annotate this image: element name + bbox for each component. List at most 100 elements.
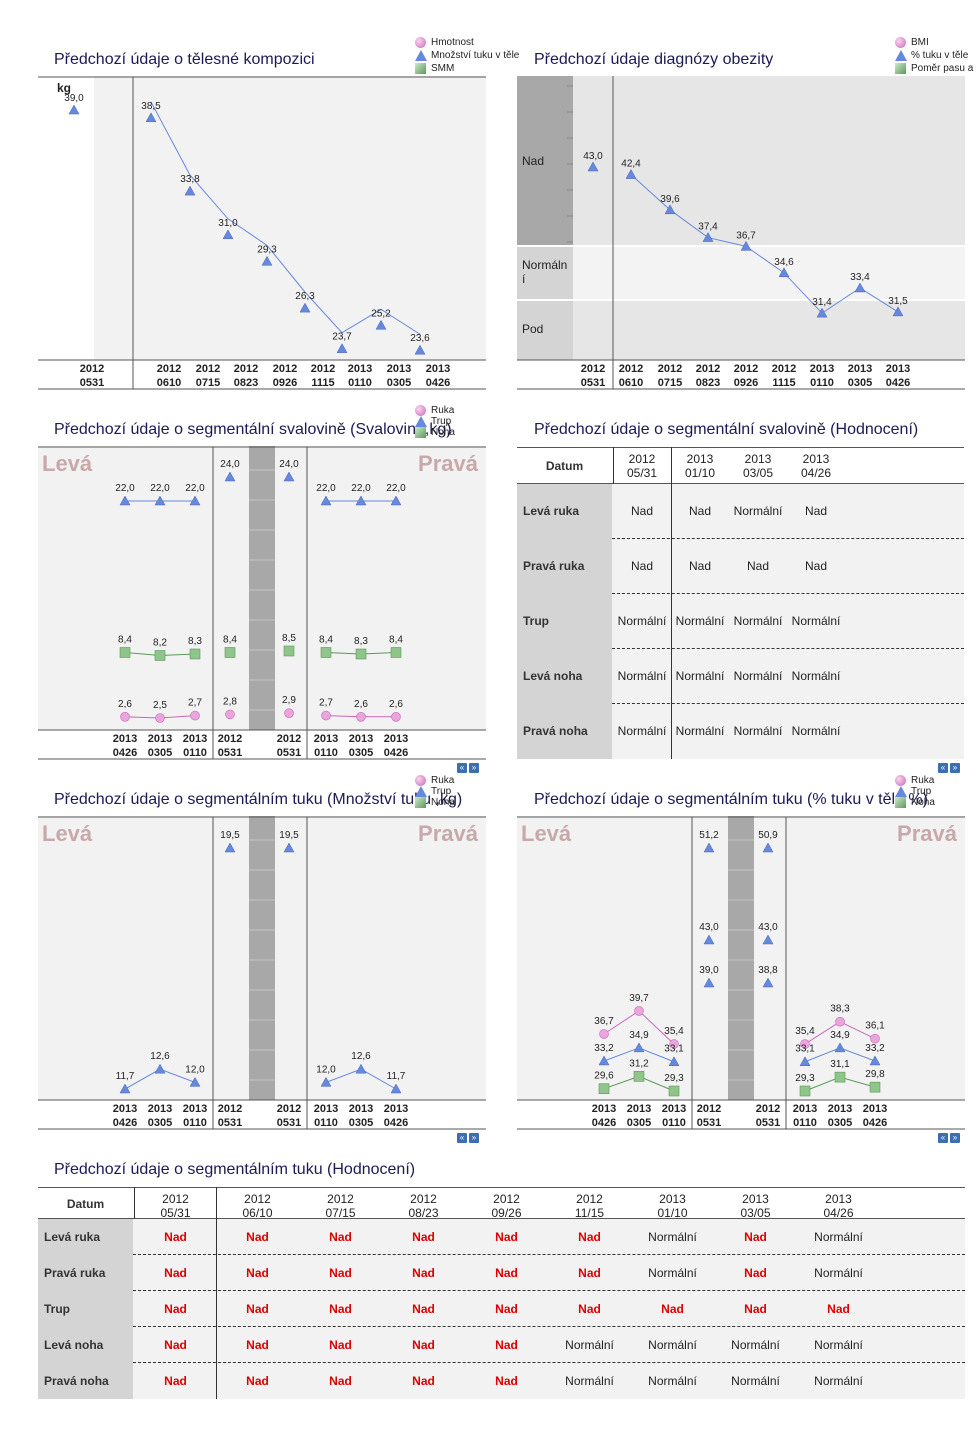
tick-label-date: 0715 [658, 377, 682, 389]
table-date-header: 2012 09/26 [465, 1192, 548, 1220]
table-cell: Nad [329, 1266, 352, 1280]
center-bar [728, 816, 754, 1100]
table-cell: Normální [791, 614, 841, 628]
table-date-day: 11/15 [574, 1206, 605, 1220]
center-bar [249, 816, 275, 1100]
tick-label-date: 0531 [581, 377, 605, 389]
square-icon [415, 797, 426, 808]
data-label: 2,5 [153, 700, 167, 711]
prev-icon[interactable]: « [457, 763, 467, 773]
triangle-marker [854, 282, 866, 293]
data-label: 11,7 [387, 1071, 406, 1082]
table-date-header: 2012 05/31 [134, 1192, 217, 1220]
triangle-marker [224, 842, 236, 853]
tick-label-year: 2013 [314, 733, 338, 745]
table-cell: Normální [731, 1374, 780, 1388]
data-label: 31,0 [218, 218, 238, 229]
tick-label-year: 2013 [384, 733, 408, 745]
data-label: 24,0 [279, 459, 299, 470]
next-icon[interactable]: » [469, 1133, 479, 1143]
triangle-marker [834, 1042, 846, 1053]
data-label: 22,0 [386, 483, 406, 494]
tick-label-year: 2013 [148, 733, 172, 745]
tick-label-date: 0110 [183, 1117, 207, 1129]
circle-marker [120, 711, 130, 722]
triangle-marker [587, 161, 599, 172]
center-bar [249, 446, 275, 730]
table-cell: Nad [246, 1230, 269, 1244]
table-cell: Nad [744, 1266, 767, 1280]
table-row-label: Pravá noha [38, 1363, 133, 1399]
table-cell: Nad [495, 1266, 518, 1280]
triangle-marker [154, 495, 166, 506]
data-label: 23,7 [332, 332, 352, 343]
table-cell: Normální [565, 1338, 614, 1352]
tick-label-year: 2013 [886, 363, 910, 375]
triangle-marker [390, 495, 402, 506]
side-label-right: Pravá [897, 821, 958, 846]
tick-label-year: 2013 [662, 1103, 686, 1115]
side-label-right: Pravá [418, 451, 479, 476]
tick-label-year: 2012 [756, 1103, 780, 1115]
table-cell: Nad [412, 1302, 435, 1316]
data-label: 33,4 [850, 272, 870, 283]
table-cell: Normální [791, 724, 841, 738]
table-date-header: 2012 05/31 [613, 452, 671, 480]
tick-label-date: 0110 [662, 1117, 686, 1129]
tick-label-date: 0305 [848, 377, 872, 389]
tick-label-year: 2013 [848, 363, 872, 375]
triangle-marker [261, 255, 273, 266]
table-row [612, 704, 964, 759]
table-cell: Normální [814, 1266, 863, 1280]
next-icon[interactable]: » [950, 1133, 960, 1143]
data-label: 29,8 [865, 1069, 885, 1080]
circle-marker [225, 709, 235, 720]
circle-marker [634, 1006, 644, 1016]
table-cell: Nad [744, 1302, 767, 1316]
table-cell: Normální [791, 669, 841, 683]
tick-label-year: 2012 [196, 363, 220, 375]
data-label: 12,6 [351, 1051, 371, 1062]
tick-label-date: 0110 [810, 377, 834, 389]
prev-icon[interactable]: « [457, 1133, 467, 1143]
next-icon[interactable]: » [950, 763, 960, 773]
prev-icon[interactable]: « [938, 763, 948, 773]
triangle-icon [415, 416, 427, 427]
data-label: 43,0 [758, 922, 778, 933]
triangle-marker [119, 1083, 131, 1094]
table-row-label: Pravá ruka [38, 1255, 133, 1291]
table-cell: Nad [688, 559, 711, 573]
panel6-chart: Levá Pravá 2013 0426 2013 0305 2013 0110 2012 053… [517, 816, 965, 1130]
table-cell: Nad [744, 1230, 767, 1244]
table-date-header: 2013 04/26 [797, 1192, 880, 1220]
panel2-title: Předchozí údaje diagnózy obezity [534, 51, 774, 68]
tick-label-date: 0426 [863, 1117, 887, 1129]
tick-label-date: 0715 [196, 377, 220, 389]
table-date-day: 03/05 [740, 1206, 771, 1220]
triangle-marker [598, 1055, 610, 1066]
legend-label: Noha [911, 797, 935, 808]
table-cell: Normální [648, 1338, 697, 1352]
table-cell: Nad [804, 559, 827, 573]
panel5-chart: Levá Pravá 2013 0426 2013 0305 2013 0110 2012 053… [38, 816, 486, 1130]
square-marker [834, 1071, 846, 1083]
circle-marker [870, 1033, 880, 1044]
next-icon[interactable]: » [469, 763, 479, 773]
table-cell: Nad [329, 1302, 352, 1316]
prev-icon[interactable]: « [938, 1133, 948, 1143]
legend-label: Trup [911, 786, 932, 797]
table-date-day: 05/31 [160, 1206, 191, 1220]
tick-label-year: 2013 [627, 1103, 651, 1115]
table-row [133, 1255, 965, 1291]
table-cell: Normální [565, 1374, 614, 1388]
tick-label-year: 2013 [387, 363, 411, 375]
table-row [612, 594, 964, 649]
panel6-nav: « » [938, 1133, 960, 1143]
table-divider [216, 1187, 217, 1399]
tick-label-date: 0305 [349, 1117, 373, 1129]
tick-label-year: 2013 [183, 1103, 207, 1115]
table-date-header: 2013 04/26 [787, 452, 845, 480]
series-line [150, 101, 421, 335]
panel3-legend: Ruka Trup Noha [415, 405, 455, 438]
side-label-left: Levá [42, 821, 93, 846]
